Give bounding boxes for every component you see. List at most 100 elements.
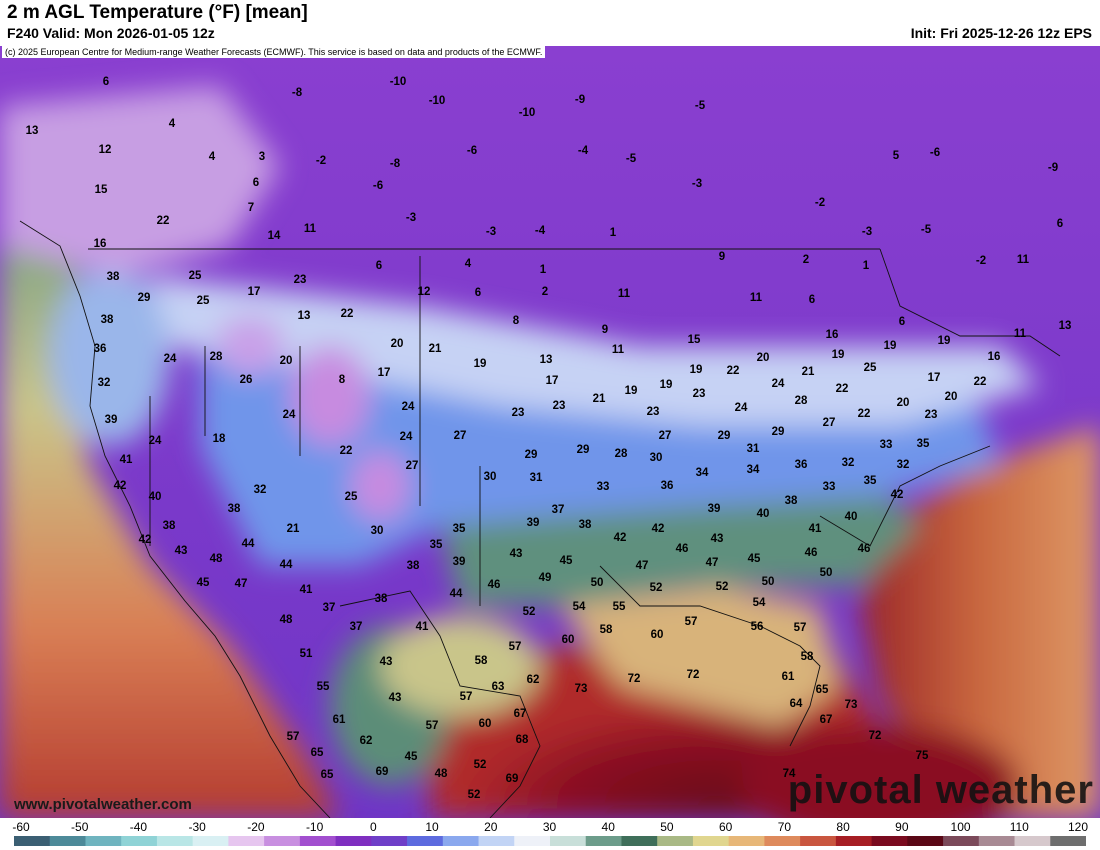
temperature-value: 25 <box>188 270 202 282</box>
temperature-value: 9 <box>718 251 726 263</box>
scale-segment <box>49 836 87 846</box>
temperature-value: 25 <box>344 491 358 503</box>
temperature-value: 1 <box>609 227 617 239</box>
temperature-value: 58 <box>474 655 488 667</box>
scale-tick-label: 40 <box>601 820 615 834</box>
temperature-value: 39 <box>707 503 721 515</box>
scale-segment <box>943 836 980 846</box>
temperature-value: 28 <box>614 448 628 460</box>
temperature-value: 27 <box>453 430 467 442</box>
color-scale: -60 -50 -40 -30 -20 -10 0 10 20 30 40 50 60 70 80 90 100… <box>0 818 1100 850</box>
temperature-value: 44 <box>241 538 255 550</box>
scale-segment <box>514 836 551 846</box>
temperature-value: 29 <box>524 449 538 461</box>
temperature-value: 23 <box>511 407 525 419</box>
temperature-value: 41 <box>415 621 429 633</box>
temperature-value: 20 <box>756 352 770 364</box>
temperature-value: 47 <box>234 578 248 590</box>
scale-tick-label: -10 <box>305 820 324 834</box>
temperature-value: 31 <box>746 443 760 455</box>
scale-segment <box>335 836 372 846</box>
temperature-value: 13 <box>25 125 39 137</box>
scale-tick-label: -20 <box>247 820 265 834</box>
scale-segment <box>871 836 908 846</box>
temperature-value: 20 <box>944 391 958 403</box>
temperature-value: 42 <box>113 480 127 492</box>
temperature-value: 65 <box>320 769 334 781</box>
temperature-value: 60 <box>650 629 664 641</box>
temperature-value: 34 <box>746 464 760 476</box>
temperature-value: 2 <box>802 254 810 266</box>
temperature-value: 46 <box>804 547 818 559</box>
scale-segment <box>550 836 587 846</box>
temperature-value: -6 <box>466 145 478 157</box>
scale-segment <box>800 836 837 846</box>
temperature-value: 15 <box>687 334 701 346</box>
temperature-value: -5 <box>625 153 637 165</box>
temperature-value: 2 <box>541 286 549 298</box>
temperature-value: 22 <box>340 308 354 320</box>
temperature-value: 7 <box>247 202 255 214</box>
temperature-value: 3 <box>258 151 266 163</box>
temperature-value: 25 <box>863 362 877 374</box>
temperature-value: 42 <box>613 532 627 544</box>
temperature-value: 44 <box>449 588 463 600</box>
temperature-value: 6 <box>898 316 906 328</box>
temperature-value: 6 <box>102 76 110 88</box>
temperature-value: 17 <box>247 286 261 298</box>
scale-tick-label: 20 <box>484 820 498 834</box>
temperature-value: 44 <box>279 559 293 571</box>
temperature-value: 6 <box>808 294 816 306</box>
temperature-value: 21 <box>801 366 815 378</box>
temperature-map: (c) 2025 European Centre for Medium-rang… <box>0 46 1100 818</box>
temperature-value: 69 <box>505 773 519 785</box>
temperature-value: 29 <box>717 430 731 442</box>
temperature-value: 38 <box>578 519 592 531</box>
temperature-value: 35 <box>863 475 877 487</box>
temperature-value: 24 <box>148 435 162 447</box>
temperature-value: 39 <box>526 517 540 529</box>
temperature-value: 46 <box>857 543 871 555</box>
temperature-value: 38 <box>100 314 114 326</box>
temperature-value: 9 <box>601 324 609 336</box>
temperature-value: 35 <box>429 539 443 551</box>
temperature-value: 25 <box>196 295 210 307</box>
temperature-value: 22 <box>973 376 987 388</box>
temperature-value: 19 <box>659 379 673 391</box>
temperature-value: -2 <box>315 155 327 167</box>
scale-tick-label: 120 <box>1067 820 1089 834</box>
temperature-value: 63 <box>491 681 505 693</box>
temperature-value: 20 <box>390 338 404 350</box>
temperature-value: 40 <box>844 511 858 523</box>
temperature-value: 15 <box>94 184 108 196</box>
temperature-value: 13 <box>539 354 553 366</box>
scale-segment <box>907 836 944 846</box>
temperature-value: 57 <box>425 720 439 732</box>
scale-segment <box>478 836 515 846</box>
temperature-value: 28 <box>209 351 223 363</box>
temperature-value: 73 <box>574 683 588 695</box>
temperature-value: 11 <box>617 288 631 300</box>
temperature-value: 22 <box>156 215 170 227</box>
temperature-value: 50 <box>819 567 833 579</box>
temperature-value: 62 <box>359 735 373 747</box>
temperature-value: 6 <box>474 287 482 299</box>
temperature-value: 38 <box>106 271 120 283</box>
temperature-value: 23 <box>552 400 566 412</box>
temperature-value: 43 <box>388 692 402 704</box>
temperature-value: 16 <box>987 351 1001 363</box>
temperature-value: 6 <box>252 177 260 189</box>
temperature-value: 57 <box>459 691 473 703</box>
temperature-value: 24 <box>401 401 415 413</box>
temperature-value: 19 <box>883 340 897 352</box>
temperature-value: 72 <box>686 669 700 681</box>
scale-tick-label: 10 <box>425 820 439 834</box>
scale-segment <box>442 836 480 846</box>
temperature-value: 43 <box>710 533 724 545</box>
temperature-value: 24 <box>282 409 296 421</box>
temperature-value: 46 <box>675 543 689 555</box>
temperature-value: 4 <box>208 151 216 163</box>
temperature-value: 17 <box>927 372 941 384</box>
temperature-value: 65 <box>310 747 324 759</box>
temperature-value: 11 <box>611 344 625 356</box>
